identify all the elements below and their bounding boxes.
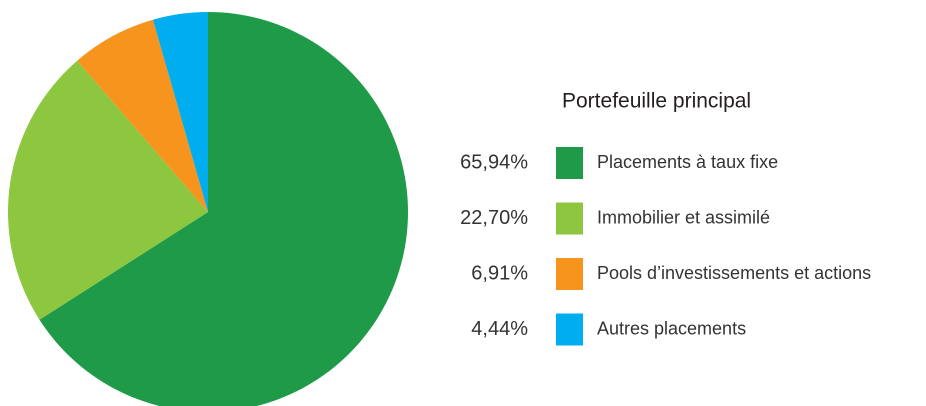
legend-label: Autres placements [597, 318, 746, 338]
pie-slice [77, 19, 208, 212]
value-label: 6,91% [471, 262, 528, 284]
pie-slice [8, 60, 208, 320]
pie-slice [152, 12, 208, 212]
legend-swatch [556, 147, 583, 179]
legend-label: Immobilier et assimilé [597, 207, 770, 227]
legend-label: Placements à taux fixe [597, 152, 778, 172]
legend-swatch [556, 258, 583, 290]
legend-label: Pools d’investissements et actions [597, 263, 871, 283]
pie-slice [39, 12, 408, 406]
value-label: 65,94% [460, 151, 528, 173]
legend-swatch [556, 202, 583, 235]
legend-title: Portefeuille principal [562, 90, 751, 113]
value-label: 4,44% [471, 318, 528, 340]
legend-swatch [556, 313, 583, 346]
value-label: 22,70% [460, 207, 528, 229]
